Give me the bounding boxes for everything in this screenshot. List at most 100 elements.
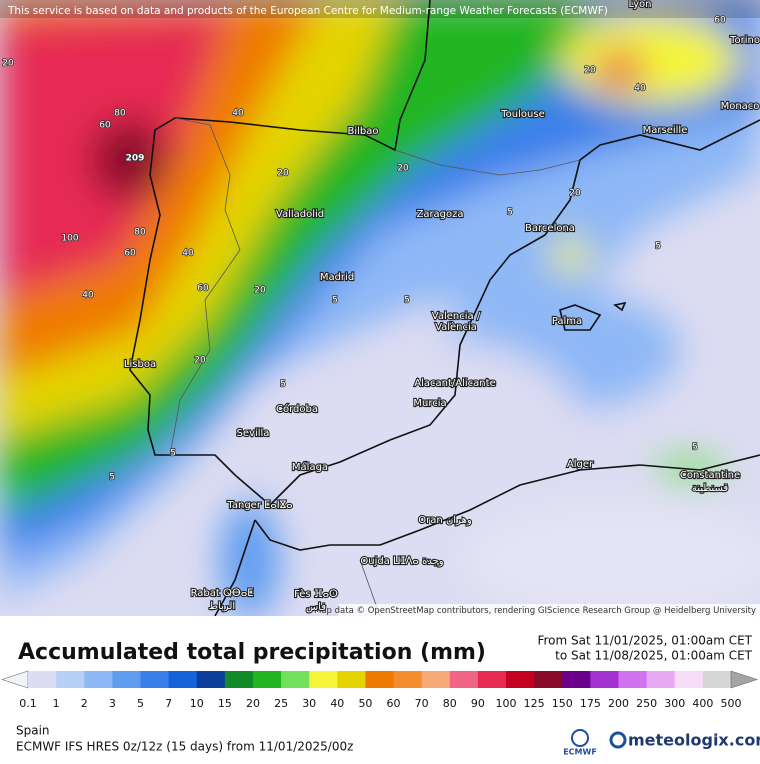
colorbar-label: 60 (387, 697, 401, 710)
contour-label: 5 (170, 449, 176, 459)
city-label: Alger (567, 459, 594, 470)
contour-label: 20 (2, 59, 14, 69)
city-label: الرباط (209, 601, 235, 612)
city-label: Lisboa (124, 359, 156, 370)
colorbar-arrow-right (730, 670, 758, 689)
city-label: فاس (306, 602, 326, 613)
date-from: From Sat 11/01/2025, 01:00am CET (537, 634, 752, 648)
city-label: Alacant/Alicante (414, 378, 495, 389)
colorbar-swatch (252, 671, 282, 688)
colorbar-label: 500 (721, 697, 742, 710)
city-label: Barcelona (525, 223, 575, 234)
colorbar-label: 1 (53, 697, 60, 710)
colorbar-label: 15 (218, 697, 232, 710)
attribution: Map data © OpenStreetMap contributors, r… (314, 606, 756, 616)
contour-label: 5 (692, 443, 698, 453)
colorbar-label: 0.1 (19, 697, 37, 710)
colorbar-swatch (618, 671, 648, 688)
colorbar-swatch (84, 671, 113, 688)
contour-label: 20 (254, 286, 266, 296)
city-label: Lyon (628, 0, 651, 10)
colorbar-label: 400 (692, 697, 713, 710)
contour-label: 60 (124, 249, 136, 259)
contour-label: 60 (99, 121, 111, 131)
city-label: Tanger ⵟⴰⵏⴵⴰ (226, 500, 292, 511)
meteologix-logo (609, 731, 627, 749)
city-label: Zaragoza (416, 209, 463, 220)
model-info: ECMWF IFS HRES 0z/12z (15 days) from 11/… (16, 740, 353, 754)
contour-label: 80 (114, 109, 126, 119)
colorbar-label: 150 (552, 697, 573, 710)
region: Spain (16, 724, 50, 738)
city-label: Fès ⴼⴰⵙ (294, 588, 338, 600)
contour-label: 20 (569, 189, 581, 199)
colorbar-label: 2 (81, 697, 88, 710)
colorbar-swatch (281, 671, 310, 688)
city-label: Madrid (320, 272, 354, 283)
contour-label: 5 (655, 242, 661, 252)
city-label: Toulouse (500, 109, 544, 120)
colorbar-swatch (674, 671, 704, 688)
city-label: Oujda ⵡⵊⴷⴰ وجدة (360, 556, 443, 567)
precip-field (0, 0, 760, 616)
colorbar-swatch (477, 671, 507, 688)
city-label: Córdoba (276, 403, 318, 415)
city-label: Bilbao (347, 126, 378, 137)
contour-label: 40 (634, 84, 646, 94)
colorbar-label: 175 (580, 697, 601, 710)
date-to: to Sat 11/08/2025, 01:00am CET (555, 649, 753, 663)
colorbar-swatch (112, 671, 141, 688)
colorbar-label: 20 (246, 697, 260, 710)
city-label: Torino (729, 35, 760, 46)
city-label: Valladolid (276, 209, 324, 220)
colorbar-swatch (28, 671, 57, 688)
ecmwf-logo (571, 729, 589, 747)
city-label: Oran وهران (418, 515, 472, 526)
colorbar-swatch (365, 671, 394, 688)
colorbar-swatch (224, 671, 254, 688)
colorbar-label: 90 (471, 697, 485, 710)
colorbar-label: 10 (190, 697, 204, 710)
contour-label: 80 (134, 228, 146, 238)
colorbar-swatch (56, 671, 85, 688)
city-label: València (435, 321, 477, 333)
colorbar-swatch (393, 671, 423, 688)
city-label: Rabat ⵕⴱⴰⵟ (191, 588, 254, 599)
colorbar-label: 3 (109, 697, 116, 710)
city-label: Monaco (721, 101, 760, 112)
colorbar-label: 200 (608, 697, 629, 710)
colorbar-label: 100 (496, 697, 517, 710)
colorbar-label: 5 (137, 697, 144, 710)
colorbar-swatch (506, 671, 535, 688)
city-label: قسنطينة (692, 483, 729, 494)
contour-label: 5 (280, 380, 286, 390)
map: This service is based on data and produc… (0, 0, 760, 616)
ecmwf-logo-text: ECMWF (563, 748, 597, 757)
contour-label: 209 (126, 154, 145, 164)
contour-label: 20 (397, 164, 409, 174)
city-label: Constantine (680, 470, 740, 481)
colorbar-label: 125 (524, 697, 545, 710)
contour-label: 100 (61, 234, 78, 244)
contour-label: 40 (82, 291, 94, 301)
colorbar-swatch (168, 671, 198, 688)
colorbar-swatch (337, 671, 366, 688)
contour-label: 20 (277, 169, 289, 179)
colorbar-swatch (421, 671, 451, 688)
contour-label: 5 (404, 296, 410, 306)
colorbar-label: 50 (358, 697, 372, 710)
colorbar-label: 7 (165, 697, 172, 710)
city-label: Málaga (292, 461, 328, 473)
colorbar-swatch (534, 671, 563, 688)
colorbar-label: 40 (330, 697, 344, 710)
contour-label: 40 (182, 249, 194, 259)
contour-label: 20 (194, 356, 206, 366)
colorbar-label: 25 (274, 697, 288, 710)
colorbar-swatch (646, 671, 676, 688)
city-label: Palma (552, 316, 582, 327)
city-label: Sevilla (237, 428, 270, 439)
coastlines (129, 0, 760, 616)
colorbar-swatch (140, 671, 169, 688)
colorbar-label: 250 (636, 697, 657, 710)
